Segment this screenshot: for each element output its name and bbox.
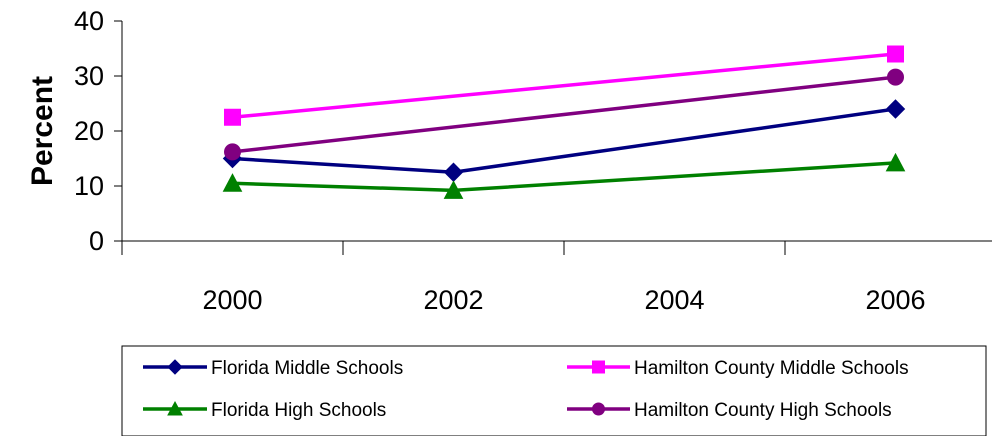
legend-label: Florida Middle Schools	[211, 358, 403, 379]
legend-label: Florida High Schools	[211, 400, 386, 421]
triangle-marker	[167, 400, 183, 416]
y-tick-label: 40	[74, 6, 104, 36]
x-tick-label: 2004	[644, 285, 704, 315]
legend-entry: Hamilton County High Schools	[567, 400, 892, 421]
y-tick-label: 30	[74, 61, 104, 91]
diamond-marker	[885, 99, 906, 119]
legend-box	[121, 345, 987, 436]
series-2	[222, 152, 906, 199]
legend-label: Hamilton County High Schools	[634, 400, 892, 421]
x-tick-label: 2002	[423, 285, 483, 315]
triangle-marker	[885, 152, 906, 172]
legend-entry: Hamilton County Middle Schools	[567, 358, 909, 379]
y-tick-label: 10	[74, 171, 104, 201]
circle-marker	[224, 143, 241, 161]
legend-label: Hamilton County Middle Schools	[634, 358, 909, 379]
plot-area: 0 10 20 30 40 2000 2002 2004 2006 Percent	[26, 6, 992, 315]
circle-marker	[887, 68, 904, 86]
triangle-marker	[443, 180, 464, 199]
y-axis-title: Percent	[26, 76, 59, 186]
y-tick-label: 20	[74, 116, 104, 146]
series-1	[224, 45, 904, 126]
square-marker	[592, 360, 605, 374]
diamond-marker	[167, 359, 183, 375]
x-tick-label: 2006	[865, 285, 925, 315]
series-line	[232, 52, 896, 119]
series-line	[232, 161, 896, 193]
triangle-marker	[222, 173, 243, 192]
legend-entry: Florida Middle Schools	[143, 358, 403, 379]
series-3	[224, 68, 904, 161]
legend: Florida Middle Schools Hamilton County Mi…	[121, 345, 987, 436]
circle-marker	[592, 402, 605, 416]
y-tick-label: 0	[89, 226, 104, 256]
square-marker	[887, 45, 904, 63]
diamond-marker	[443, 162, 464, 182]
square-marker	[224, 108, 241, 126]
series-line	[232, 75, 896, 154]
legend-entry: Florida High Schools	[143, 400, 386, 421]
x-tick-label: 2000	[202, 285, 262, 315]
